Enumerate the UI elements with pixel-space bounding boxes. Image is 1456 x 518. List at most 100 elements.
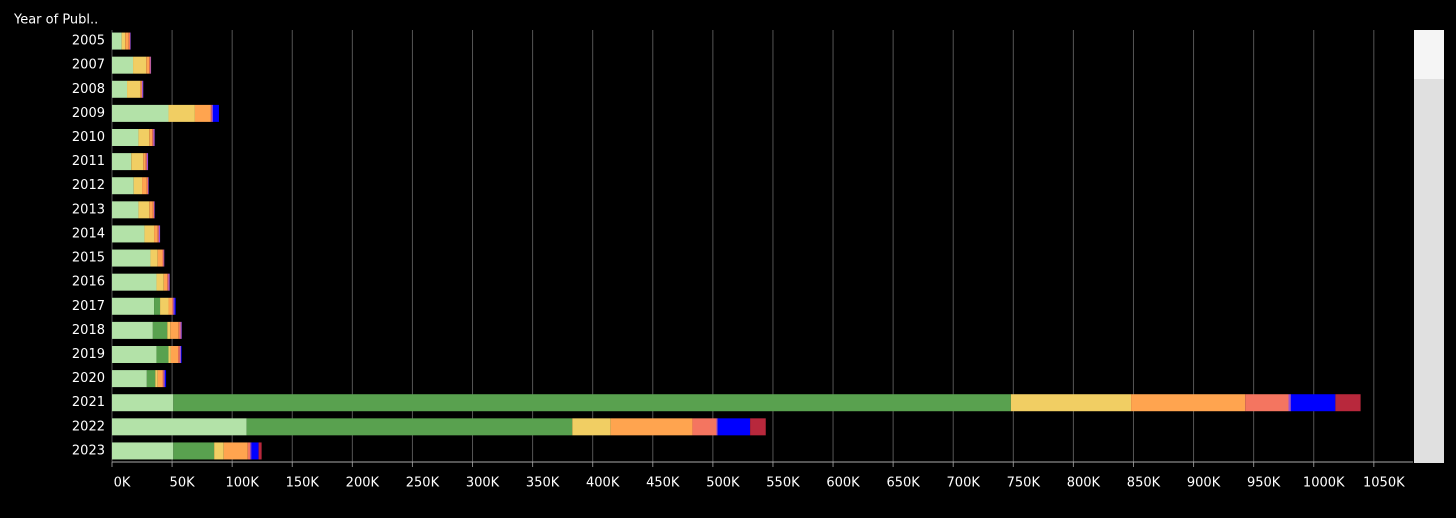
bar-segment [156,346,169,363]
bar-segment [148,177,149,195]
y-tick-label: 2013 [72,202,105,217]
bar-segment [163,273,168,291]
bar-segment [154,201,155,219]
x-tick-label: 350K [526,476,560,491]
bar-segment [158,225,161,243]
bar-segment [156,273,164,291]
bar-segment [112,201,139,219]
bar-segment [194,104,211,122]
bar-segment [211,104,213,122]
bar-segment [168,297,173,315]
x-tick-label: 850K [1127,476,1161,491]
bar-segment [112,56,134,74]
y-tick-label: 2018 [72,323,105,338]
bar-segment [210,104,212,122]
bar-segment [170,346,179,363]
y-tick-label: 2022 [72,419,105,434]
x-tick-label: 200K [346,476,380,491]
bar-segment [157,249,163,267]
scrollbar-thumb[interactable] [1414,30,1444,79]
bar-segment [121,32,126,50]
x-tick-label: 1000K [1303,476,1345,491]
bar-segment [214,442,224,460]
bar-segment [1245,394,1289,412]
bar-segment [246,418,573,436]
x-tick-label: 650K [886,476,920,491]
y-tick-label: 2011 [72,154,105,169]
bar-segment [750,418,766,436]
bar-segment [112,153,132,171]
bar-segment [140,80,142,98]
bar-segment [179,346,182,363]
bar-segment [149,201,153,219]
bar-segment [212,104,219,122]
bar-segment [162,249,164,267]
bar-segment [133,177,143,195]
bar-segment [173,442,215,460]
y-tick-label: 2012 [72,178,105,193]
bar-segment [138,201,150,219]
bar-segment [178,346,180,363]
y-tick-label: 2014 [72,226,105,241]
x-tick-label: 100K [226,476,260,491]
bar-segment [250,442,252,460]
bar-segment [152,321,168,339]
x-tick-label: 550K [766,476,800,491]
bar-segment [1335,394,1361,412]
bar-segment [1288,394,1291,412]
bar-segment [125,32,129,50]
bar-segment [1010,394,1132,412]
x-tick-label: 150K [286,476,320,491]
x-tick-label: 400K [586,476,620,491]
bar-segment [181,346,182,363]
bar-segment [112,297,155,315]
bar-segment [167,321,171,339]
bar-segment [138,129,150,146]
bar-segment [112,394,174,412]
bar-segment [168,273,170,291]
x-tick-label: 500K [706,476,740,491]
bar-segment [146,177,149,195]
bar-segment [112,442,174,460]
bar-segment [610,418,693,436]
x-tick-label: 950K [1247,476,1281,491]
bar-segment [154,225,158,243]
bar-segment [112,80,128,98]
bar-segment [173,297,175,315]
bar-segment [178,321,181,339]
x-tick-label: 1050K [1363,476,1405,491]
bar-segment [223,442,248,460]
bar-segment [164,370,167,388]
bar-segment [692,418,717,436]
bar-segment [112,418,247,436]
bar-segment [150,249,158,267]
bar-segment [144,225,155,243]
bar-segment [112,370,147,388]
bar-segment [142,177,147,195]
y-tick-label: 2017 [72,299,105,314]
scrollbar-track[interactable] [1414,30,1444,463]
bar-segment [128,32,131,50]
bar-segment [112,177,134,195]
bar-segment [146,153,149,171]
bar-segment [141,80,143,98]
bar-segment [154,297,161,315]
y-tick-label: 2009 [72,106,105,121]
bar-segment [1290,394,1336,412]
bar-segment [133,56,147,74]
bar-segment [112,32,122,50]
bar-segment [153,129,155,146]
bar-segment [168,104,195,122]
bar-segment [258,442,262,460]
bar-segment [131,153,144,171]
x-tick-label: 450K [646,476,680,491]
bar-segment [173,394,1011,412]
bar-segment [112,129,139,146]
bar-segment [112,225,145,243]
bar-segment [180,321,182,339]
bar-segment [160,297,169,315]
bar-segment [112,273,157,291]
